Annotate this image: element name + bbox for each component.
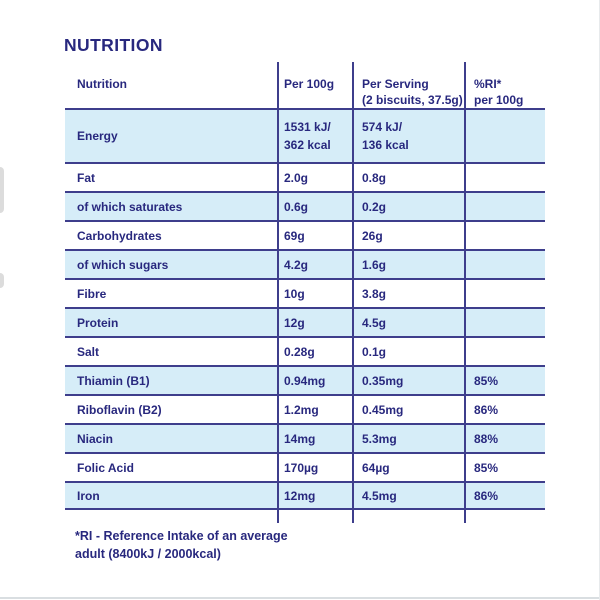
header-per-100g: Per 100g: [278, 62, 353, 108]
table-row: Salt 0.28g 0.1g: [65, 336, 545, 365]
nutrient-cell: Niacin: [77, 431, 114, 446]
header-per-serving: Per Serving (2 biscuits, 37.5g): [353, 62, 465, 108]
ri-percent-cell: 85%: [474, 460, 499, 475]
table-row: Niacin 14mg 5.3mg 88%: [65, 423, 545, 452]
per-100g-cell: 0.6g: [284, 199, 309, 214]
table-row: of which saturates 0.6g 0.2g: [65, 191, 545, 220]
per-serving-cell: 0.8g: [362, 170, 387, 185]
per-100g-cell: 0.94mg: [284, 373, 326, 388]
nutrient-cell: Thiamin (B1): [77, 373, 150, 388]
ri-percent-cell: [465, 110, 545, 162]
per-100g-cell: 12mg: [284, 488, 316, 503]
column-divider: [464, 62, 466, 523]
nutrient-cell: Folic Acid: [77, 460, 134, 475]
table-row: Fat 2.0g 0.8g: [65, 162, 545, 191]
scan-artifact: [0, 273, 4, 288]
nutrient-cell: Fibre: [77, 286, 107, 301]
ri-percent-cell: 86%: [474, 402, 499, 417]
column-divider: [352, 62, 354, 523]
per-serving-cell: 0.45mg: [362, 402, 404, 417]
per-serving-cell: 0.2g: [362, 199, 387, 214]
table-row: Fibre 10g 3.8g: [65, 278, 545, 307]
per-serving-cell: 4.5g: [362, 315, 387, 330]
per-100g-cell: 2.0g: [284, 170, 309, 185]
nutrition-table: Nutrition Per 100g Per Serving (2 biscui…: [65, 62, 545, 523]
ri-percent-cell: [465, 222, 545, 249]
header-label: Per Serving: [362, 77, 429, 91]
header-label: %RI*: [474, 77, 502, 91]
per-100g-cell: 1531 kJ/ 362 kcal: [284, 120, 331, 152]
header-nutrition: Nutrition: [65, 62, 278, 108]
nutrient-cell: Carbohydrates: [77, 228, 162, 243]
ri-percent-cell: [465, 309, 545, 336]
per-100g-cell: 69g: [284, 228, 305, 243]
per-serving-cell: 0.35mg: [362, 373, 404, 388]
ri-percent-cell: 85%: [474, 373, 499, 388]
table-row: Riboflavin (B2) 1.2mg 0.45mg 86%: [65, 394, 545, 423]
per-serving-cell: 64µg: [362, 460, 390, 475]
page-title: NUTRITION: [64, 35, 163, 55]
per-serving-cell: 26g: [362, 228, 383, 243]
per-100g-cell: 4.2g: [284, 257, 309, 272]
nutrient-cell: Salt: [77, 344, 100, 359]
per-100g-cell: 0.28g: [284, 344, 315, 359]
per-serving-cell: 5.3mg: [362, 431, 397, 446]
nutrient-cell: Riboflavin (B2): [77, 402, 162, 417]
nutrient-cell: Energy: [77, 129, 118, 143]
per-serving-cell: 0.1g: [362, 344, 387, 359]
table-row: Carbohydrates 69g 26g: [65, 220, 545, 249]
header-label: Nutrition: [77, 77, 127, 91]
per-100g-cell: 1.2mg: [284, 402, 319, 417]
table-header-row: Nutrition Per 100g Per Serving (2 biscui…: [65, 62, 545, 108]
header-label: Per 100g: [284, 77, 335, 91]
table-row: Energy 1531 kJ/ 362 kcal 574 kJ/ 136 kcal: [65, 108, 545, 162]
ri-percent-cell: 86%: [474, 488, 499, 503]
ri-percent-cell: [465, 338, 545, 365]
table-row: Folic Acid 170µg 64µg 85%: [65, 452, 545, 481]
per-100g-cell: 10g: [284, 286, 305, 301]
table-row: Thiamin (B1) 0.94mg 0.35mg 85%: [65, 365, 545, 394]
ri-percent-cell: [465, 251, 545, 278]
nutrient-cell: Iron: [77, 488, 100, 503]
nutrient-cell: Protein: [77, 315, 119, 330]
ri-percent-cell: [465, 193, 545, 220]
per-serving-cell: 574 kJ/ 136 kcal: [362, 120, 409, 152]
header-sublabel: (2 biscuits, 37.5g): [362, 93, 463, 107]
nutrient-cell: of which sugars: [77, 257, 169, 272]
ri-footnote: *RI - Reference Intake of an average adu…: [75, 529, 288, 561]
ri-percent-cell: 88%: [474, 431, 499, 446]
table-row: Protein 12g 4.5g: [65, 307, 545, 336]
per-100g-cell: 14mg: [284, 431, 316, 446]
scan-artifact: [0, 167, 4, 213]
scan-artifact: [0, 597, 600, 599]
per-100g-cell: 170µg: [284, 460, 319, 475]
per-100g-cell: 12g: [284, 315, 305, 330]
ri-percent-cell: [465, 280, 545, 307]
table-row: of which sugars 4.2g 1.6g: [65, 249, 545, 278]
table-row: Iron 12mg 4.5mg 86%: [65, 481, 545, 510]
header-ri-percent: %RI* per 100g: [465, 62, 545, 108]
header-sublabel: per 100g: [474, 93, 524, 107]
per-serving-cell: 3.8g: [362, 286, 387, 301]
ri-percent-cell: [465, 164, 545, 191]
per-serving-cell: 1.6g: [362, 257, 387, 272]
column-divider: [277, 62, 279, 523]
table-body: Energy 1531 kJ/ 362 kcal 574 kJ/ 136 kcal F…: [65, 108, 545, 510]
nutrient-cell: of which saturates: [77, 199, 183, 214]
nutrient-cell: Fat: [77, 170, 95, 185]
per-serving-cell: 4.5mg: [362, 488, 397, 503]
